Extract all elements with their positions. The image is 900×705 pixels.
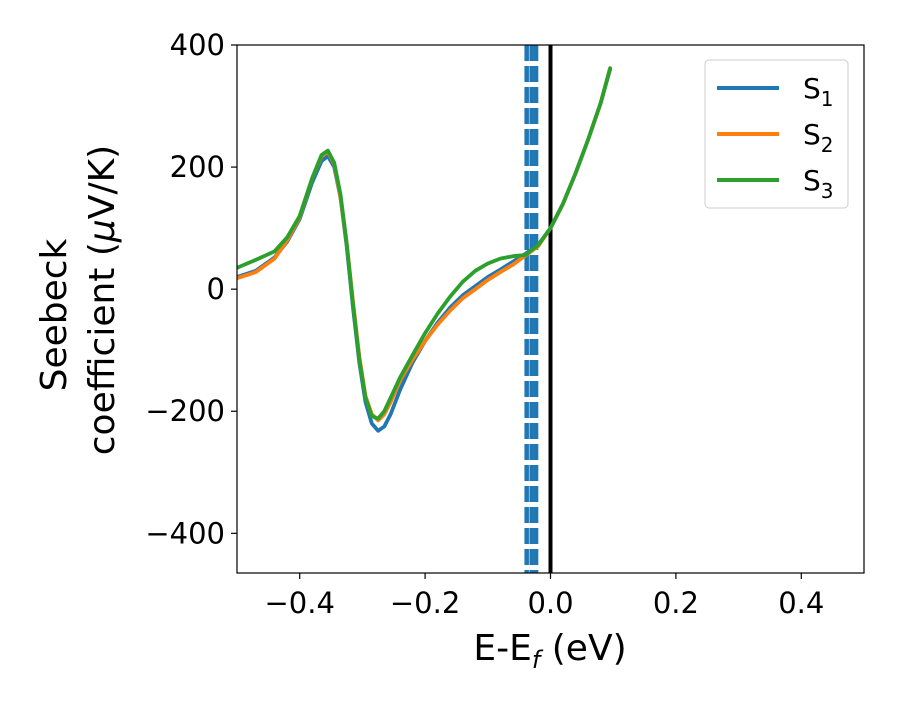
series-line-S2: [237, 66, 612, 423]
legend-label-S1: S1: [803, 72, 834, 111]
x-axis-title-tail: (eV): [540, 628, 626, 669]
x-tick-label: 0.0: [527, 586, 573, 620]
x-tick-label: −0.4: [264, 586, 334, 620]
y-tick-label: −400: [145, 516, 225, 550]
y-tick-label: 200: [170, 150, 225, 184]
legend: S1 S2 S3: [704, 59, 849, 209]
x-axis-title: E-Ef (eV): [473, 628, 626, 674]
series-line-S3: [237, 66, 612, 421]
y-axis-title-line2-main: coefficient (: [82, 242, 123, 455]
y-axis-title-line1: Seebeck: [34, 238, 75, 391]
y-axis-title-mu: μ: [82, 219, 123, 243]
y-tick-label: 400: [170, 28, 225, 62]
x-tick-label: 0.4: [778, 586, 824, 620]
x-tick-label: −0.2: [390, 586, 460, 620]
legend-label-S3: S3: [803, 164, 834, 203]
y-axis-title-line2: coefficient (μV/K): [82, 145, 123, 455]
y-axis-title-tail: V/K): [82, 145, 123, 219]
x-axis-title-main: E-E: [473, 628, 531, 669]
series-line-S1: [237, 67, 612, 433]
x-tick-label: 0.2: [653, 586, 699, 620]
y-tick-label: 0: [207, 272, 225, 306]
legend-label-S2: S2: [803, 118, 834, 157]
y-tick-label: −200: [145, 394, 225, 428]
